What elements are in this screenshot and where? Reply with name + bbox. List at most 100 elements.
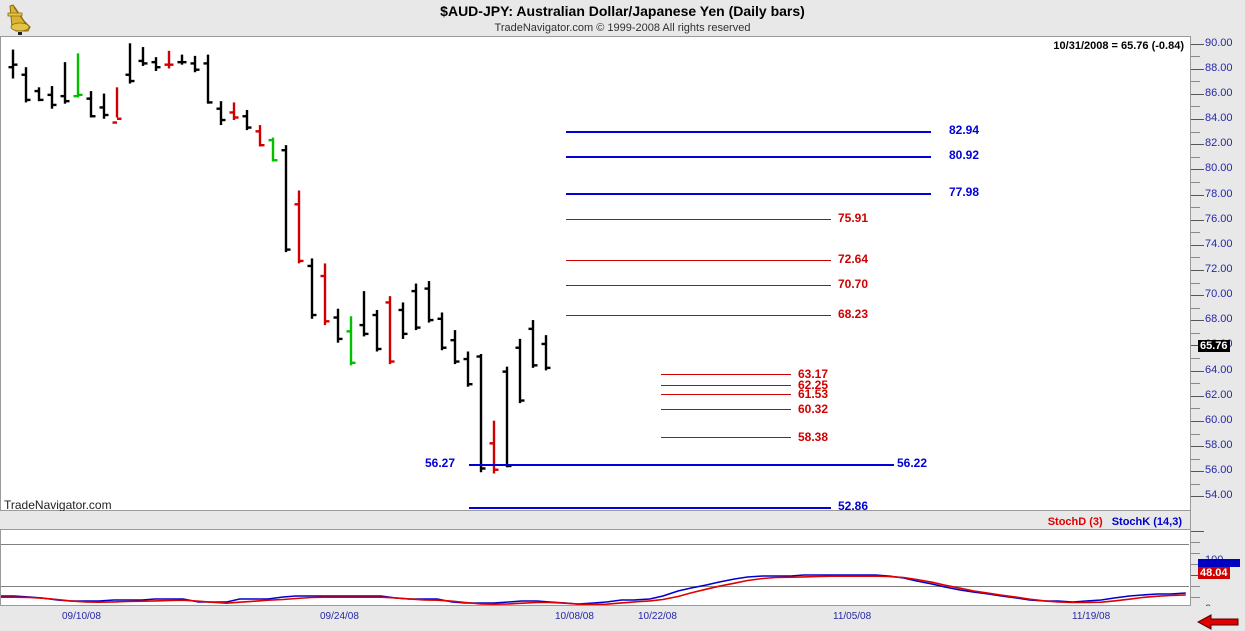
price-bar xyxy=(151,57,161,71)
price-bar xyxy=(528,320,538,368)
price-axis-minor-tick xyxy=(1191,307,1200,309)
price-axis-tick xyxy=(1191,370,1204,372)
level-line-70.70[interactable] xyxy=(566,285,831,286)
price-axis-label-54.00: 54.00 xyxy=(1205,489,1233,502)
indicator-gridline-upper xyxy=(1,544,1189,545)
date-axis-label-4: 11/05/08 xyxy=(833,611,872,622)
price-axis-label-62.00: 62.00 xyxy=(1205,388,1233,401)
price-bar xyxy=(385,296,395,365)
price-axis-tick xyxy=(1191,446,1204,448)
price-bar xyxy=(242,109,252,131)
price-axis-minor-tick xyxy=(1191,383,1200,385)
price-bar xyxy=(320,263,330,326)
price-axis-minor-tick xyxy=(1191,483,1200,485)
price-axis-label-84.00: 84.00 xyxy=(1205,112,1233,125)
level-label-80.92: 80.92 xyxy=(949,148,980,162)
level-line-58.38[interactable] xyxy=(661,437,791,438)
level-label-56.22: 56.22 xyxy=(897,456,928,470)
level-line-68.23[interactable] xyxy=(566,315,831,316)
level-line-62.25[interactable] xyxy=(661,385,791,386)
price-bar xyxy=(190,55,200,73)
price-axis-minor-tick xyxy=(1191,56,1200,58)
price-bar xyxy=(34,87,44,102)
price-bar xyxy=(99,93,109,119)
price-axis-label-56.00: 56.00 xyxy=(1205,464,1233,477)
price-bar xyxy=(177,54,187,65)
stochastics-curves xyxy=(1,574,1186,605)
level-label-61.53: 61.53 xyxy=(798,387,829,401)
indicator-axis-tick xyxy=(1191,575,1204,576)
current-price-badge: 65.76 xyxy=(1198,340,1230,352)
price-bar xyxy=(229,102,239,121)
price-axis[interactable]: 90.00 88.00 86.00 84.00 82.00 80.00 78.00 76.00… xyxy=(1190,36,1245,620)
level-line-72.64[interactable] xyxy=(566,260,831,261)
stoch-d-badge: 48.04 xyxy=(1198,567,1230,579)
price-axis-tick xyxy=(1191,194,1204,196)
page-title: $AUD-JPY: Australian Dollar/Japanese Yen… xyxy=(440,3,805,19)
stochastics-pane[interactable] xyxy=(0,529,1190,606)
level-label-60.32: 60.32 xyxy=(798,402,829,416)
price-bar xyxy=(86,91,96,118)
indicator-legend: StochD (3) StochK (14,3) xyxy=(1048,516,1182,528)
price-axis-label-70.00: 70.00 xyxy=(1205,288,1233,301)
date-axis-label-3: 10/22/08 xyxy=(638,611,677,622)
stoch-d-legend-label[interactable]: StochD (3) xyxy=(1047,516,1103,528)
price-bar xyxy=(255,125,265,147)
price-bar xyxy=(476,354,486,473)
price-axis-minor-tick xyxy=(1191,433,1200,435)
indicator-axis-tick xyxy=(1191,542,1200,543)
price-bar xyxy=(73,53,83,98)
price-bar xyxy=(515,338,525,404)
price-bar xyxy=(164,50,174,69)
price-bar xyxy=(125,43,135,84)
level-line-60.32[interactable] xyxy=(661,409,791,410)
price-axis-label-80.00: 80.00 xyxy=(1205,162,1233,175)
quote-readout: 10/31/2008 = 65.76 (-0.84) xyxy=(1053,40,1184,52)
price-axis-label-78.00: 78.00 xyxy=(1205,187,1233,200)
price-axis-tick xyxy=(1191,345,1204,347)
price-axis-minor-tick xyxy=(1191,181,1200,183)
level-line-82.94[interactable] xyxy=(566,131,931,133)
price-axis-tick xyxy=(1191,144,1204,146)
price-bar xyxy=(450,330,460,365)
stoch-k-legend-label[interactable]: StochK (14,3) xyxy=(1111,516,1182,528)
arrow-left-icon[interactable] xyxy=(1197,614,1239,630)
level-line-56.22[interactable] xyxy=(469,464,894,466)
price-axis-tick xyxy=(1191,43,1204,45)
level-label-52.86: 52.86 xyxy=(838,499,869,513)
price-axis-label-74.00: 74.00 xyxy=(1205,237,1233,250)
price-axis-minor-tick xyxy=(1191,232,1200,234)
price-axis-tick xyxy=(1191,68,1204,70)
date-axis[interactable]: 09/10/08 09/24/08 10/08/08 10/22/08 11/05/08… xyxy=(0,606,1245,631)
price-chart-pane[interactable]: 10/31/2008 = 65.76 (-0.84) 82.94 80.92 7… xyxy=(0,36,1190,513)
price-bar xyxy=(333,308,343,343)
level-line-52.86[interactable] xyxy=(469,507,831,509)
price-bar xyxy=(294,190,304,264)
price-axis-tick xyxy=(1191,119,1204,121)
level-label-77.98: 77.98 xyxy=(949,185,980,199)
date-axis-label-0: 09/10/08 xyxy=(62,611,101,622)
price-axis-tick xyxy=(1191,244,1204,246)
sextant-logo-icon xyxy=(4,1,38,35)
price-axis-label-82.00: 82.00 xyxy=(1205,137,1233,150)
indicator-axis-tick xyxy=(1191,531,1204,532)
price-bar xyxy=(346,316,356,366)
copyright-subtitle: TradeNavigator.com © 1999-2008 All right… xyxy=(494,22,751,34)
level-line-80.92[interactable] xyxy=(566,156,931,158)
price-axis-tick xyxy=(1191,295,1204,297)
date-axis-label-1: 09/24/08 xyxy=(320,611,359,622)
price-bar xyxy=(216,101,226,126)
price-axis-label-64.00: 64.00 xyxy=(1205,363,1233,376)
date-axis-label-2: 10/08/08 xyxy=(555,611,594,622)
price-axis-tick xyxy=(1191,395,1204,397)
price-bar xyxy=(411,283,421,331)
level-line-75.91[interactable] xyxy=(566,219,831,220)
level-line-77.98[interactable] xyxy=(566,193,931,195)
price-axis-label-72.00: 72.00 xyxy=(1205,262,1233,275)
price-bar xyxy=(307,258,317,319)
price-bar xyxy=(372,309,382,352)
level-line-63.17[interactable] xyxy=(661,374,791,375)
level-label-62.25: 62.25 xyxy=(798,378,829,392)
level-line-61.53[interactable] xyxy=(661,394,791,395)
price-axis-minor-tick xyxy=(1191,257,1200,259)
